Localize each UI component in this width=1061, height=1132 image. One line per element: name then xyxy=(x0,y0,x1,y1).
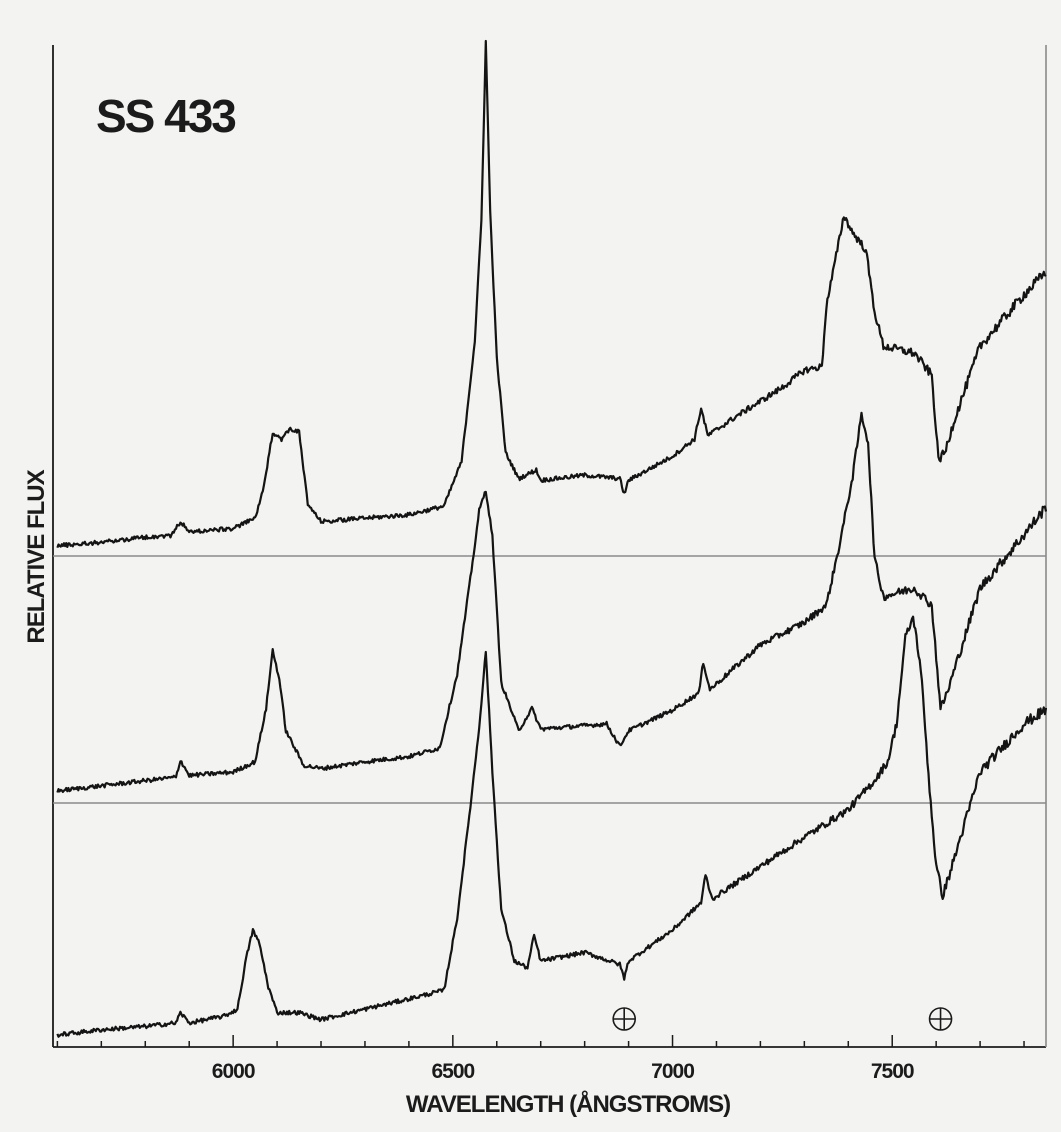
baselines xyxy=(53,555,1046,804)
x-axis-label: WAVELENGTH (ÅNGSTROMS) xyxy=(406,1090,730,1118)
plot-frame xyxy=(52,45,1047,1048)
x-tick-label-7500: 7500 xyxy=(871,1060,914,1083)
spectra xyxy=(56,39,1048,1038)
spectrum-line-1 xyxy=(56,39,1047,549)
x-tick-label-6000: 6000 xyxy=(212,1060,255,1083)
spectrum-line-2 xyxy=(56,411,1048,793)
telluric-markers xyxy=(612,1007,953,1031)
chart-title: SS 433 xyxy=(96,90,235,142)
telluric-marker-2 xyxy=(928,1007,953,1031)
x-tick-label-7000: 7000 xyxy=(651,1060,694,1083)
x-axis-ticks: 6000 6500 7000 7500 xyxy=(56,1035,1025,1083)
telluric-marker-1 xyxy=(612,1007,636,1031)
x-tick-label-6500: 6500 xyxy=(431,1060,474,1083)
y-axis-label: RELATIVE FLUX xyxy=(23,469,50,643)
spectrum-line-3 xyxy=(56,615,1048,1038)
